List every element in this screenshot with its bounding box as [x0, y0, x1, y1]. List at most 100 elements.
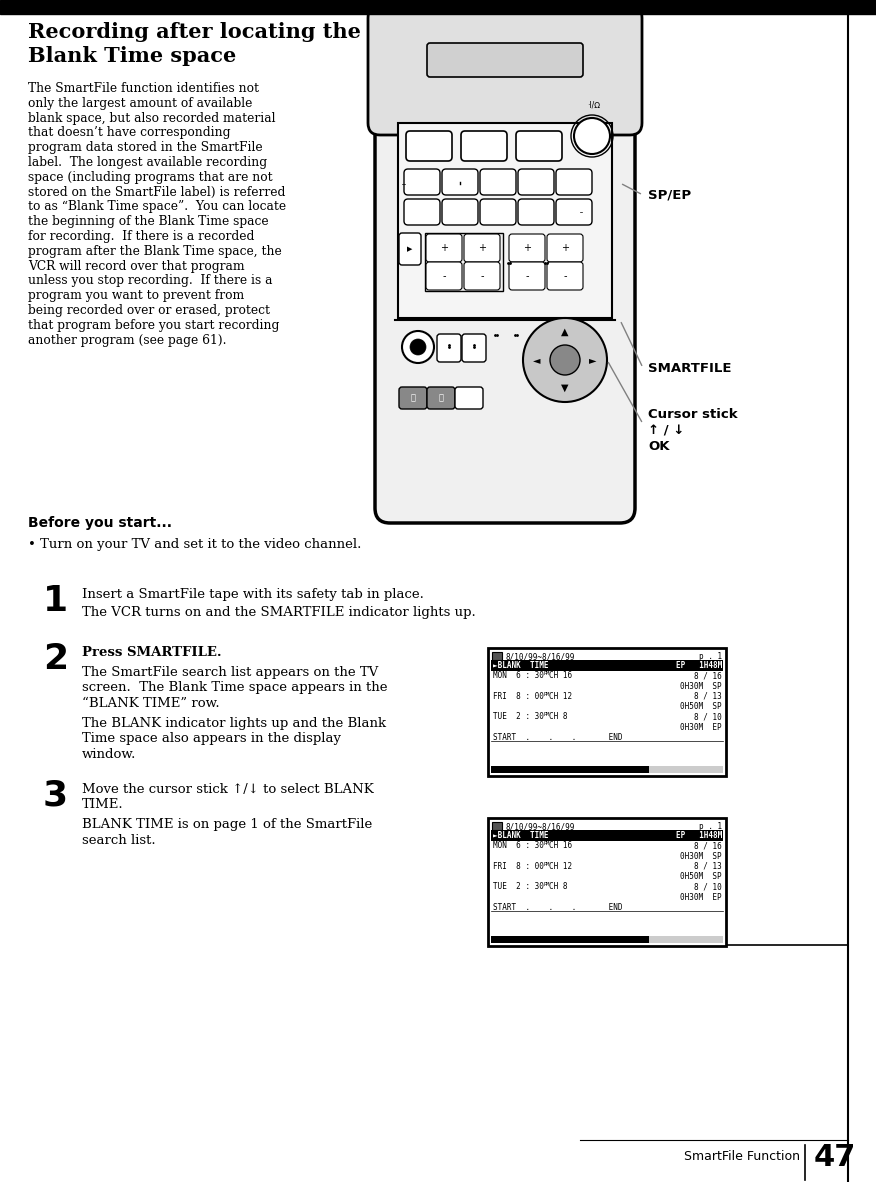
- Bar: [649, 936, 723, 943]
- Text: 8 / 13: 8 / 13: [695, 862, 722, 871]
- Text: 2: 2: [43, 642, 68, 676]
- Text: PM: PM: [543, 862, 549, 866]
- Text: PM: PM: [543, 671, 549, 676]
- Text: 0H30M  EP: 0H30M EP: [681, 892, 722, 902]
- Text: ↑ / ↓: ↑ / ↓: [648, 424, 684, 437]
- FancyBboxPatch shape: [399, 387, 427, 409]
- Text: VCR will record over that program: VCR will record over that program: [28, 260, 244, 273]
- Text: FRI  8 : 00: FRI 8 : 00: [493, 862, 544, 871]
- Text: ⏮: ⏮: [411, 394, 415, 403]
- Text: The SmartFile search list appears on the TV: The SmartFile search list appears on the…: [82, 665, 378, 678]
- FancyBboxPatch shape: [406, 131, 452, 161]
- Text: ▼: ▼: [562, 383, 569, 392]
- Text: ◄: ◄: [533, 355, 540, 365]
- FancyBboxPatch shape: [461, 131, 507, 161]
- FancyBboxPatch shape: [547, 262, 583, 290]
- FancyBboxPatch shape: [426, 262, 462, 290]
- Text: PM: PM: [543, 691, 549, 697]
- FancyBboxPatch shape: [518, 169, 554, 195]
- Text: TIME.: TIME.: [82, 799, 124, 812]
- Text: window.: window.: [82, 747, 137, 760]
- Text: -: -: [480, 271, 484, 281]
- Text: continued: continued: [641, 926, 720, 939]
- Bar: [649, 766, 723, 773]
- Text: that program before you start recording: that program before you start recording: [28, 319, 279, 332]
- Text: Recording after locating the: Recording after locating the: [28, 22, 361, 43]
- Text: -: -: [442, 271, 446, 281]
- Text: +: +: [478, 243, 486, 253]
- Bar: [492, 652, 502, 660]
- Text: +: +: [561, 243, 569, 253]
- FancyBboxPatch shape: [464, 234, 500, 262]
- Text: Cursor stick: Cursor stick: [648, 408, 738, 421]
- Text: screen.  The Blank Time space appears in the: screen. The Blank Time space appears in …: [82, 682, 387, 695]
- Text: 47: 47: [814, 1143, 856, 1173]
- FancyBboxPatch shape: [509, 262, 545, 290]
- FancyBboxPatch shape: [426, 234, 462, 262]
- FancyBboxPatch shape: [404, 169, 440, 195]
- Bar: [491, 661, 723, 671]
- Bar: [491, 830, 723, 842]
- Text: label.  The longest available recording: label. The longest available recording: [28, 156, 267, 169]
- FancyBboxPatch shape: [516, 131, 562, 161]
- Text: MON  6 : 30: MON 6 : 30: [493, 842, 544, 851]
- Text: The BLANK indicator lights up and the Blank: The BLANK indicator lights up and the Bl…: [82, 716, 386, 729]
- Text: ·I/Ω: ·I/Ω: [587, 100, 600, 109]
- Text: The VCR turns on and the SMARTFILE indicator lights up.: The VCR turns on and the SMARTFILE indic…: [82, 606, 476, 619]
- Text: search list.: search list.: [82, 833, 156, 846]
- FancyBboxPatch shape: [462, 335, 486, 362]
- Text: 8 / 16: 8 / 16: [695, 671, 722, 681]
- Text: blank space, but also recorded material: blank space, but also recorded material: [28, 111, 275, 124]
- Text: CH 12: CH 12: [549, 691, 572, 701]
- Text: START  .    .    .       END: START . . . END: [493, 903, 623, 913]
- Text: Press SMARTFILE.: Press SMARTFILE.: [82, 647, 222, 660]
- Bar: [398, 123, 612, 318]
- Text: TUE  2 : 30: TUE 2 : 30: [493, 883, 544, 891]
- Text: stored on the SmartFile label) is referred: stored on the SmartFile label) is referr…: [28, 186, 286, 199]
- Text: 8/10/99~8/16/99: 8/10/99~8/16/99: [505, 652, 575, 661]
- Text: -: -: [526, 271, 529, 281]
- Text: ▶: ▶: [407, 246, 413, 252]
- Text: 8 / 10: 8 / 10: [695, 713, 722, 721]
- Text: TUE  2 : 30: TUE 2 : 30: [493, 713, 544, 721]
- Text: Time space also appears in the display: Time space also appears in the display: [82, 732, 341, 745]
- FancyBboxPatch shape: [442, 169, 478, 195]
- Text: program after the Blank Time space, the: program after the Blank Time space, the: [28, 245, 282, 258]
- Text: Before you start...: Before you start...: [28, 517, 172, 530]
- FancyBboxPatch shape: [547, 234, 583, 262]
- Text: Insert a SmartFile tape with its safety tab in place.: Insert a SmartFile tape with its safety …: [82, 587, 424, 600]
- FancyBboxPatch shape: [437, 335, 461, 362]
- Text: 8/10/99~8/16/99: 8/10/99~8/16/99: [505, 821, 575, 831]
- FancyBboxPatch shape: [442, 199, 478, 225]
- Text: SmartFile Function: SmartFile Function: [684, 1150, 800, 1163]
- Text: 1: 1: [43, 584, 68, 618]
- Text: space (including programs that are not: space (including programs that are not: [28, 171, 272, 183]
- Text: BLANK TIME is on page 1 of the SmartFile: BLANK TIME is on page 1 of the SmartFile: [82, 818, 372, 831]
- Text: 0H30M  SP: 0H30M SP: [681, 682, 722, 690]
- Text: the beginning of the Blank Time space: the beginning of the Blank Time space: [28, 215, 269, 228]
- FancyBboxPatch shape: [480, 199, 516, 225]
- Text: 0H30M  SP: 0H30M SP: [681, 852, 722, 860]
- Text: for recording.  If there is a recorded: for recording. If there is a recorded: [28, 230, 254, 243]
- Text: program data stored in the SmartFile: program data stored in the SmartFile: [28, 141, 263, 154]
- Text: ⏭: ⏭: [439, 394, 443, 403]
- Text: that doesn’t have corresponding: that doesn’t have corresponding: [28, 126, 230, 139]
- FancyBboxPatch shape: [455, 387, 483, 409]
- Text: CH 12: CH 12: [549, 862, 572, 871]
- Text: to as “Blank Time space”.  You can locate: to as “Blank Time space”. You can locate: [28, 201, 286, 214]
- Text: • Turn on your TV and set it to the video channel.: • Turn on your TV and set it to the vide…: [28, 538, 362, 551]
- Text: PM: PM: [543, 713, 549, 717]
- FancyBboxPatch shape: [480, 169, 516, 195]
- Text: “BLANK TIME” row.: “BLANK TIME” row.: [82, 697, 220, 710]
- FancyBboxPatch shape: [509, 234, 545, 262]
- Text: unless you stop recording.  If there is a: unless you stop recording. If there is a: [28, 274, 272, 287]
- Bar: [492, 821, 502, 830]
- Text: ►BLANK  TIME: ►BLANK TIME: [493, 661, 548, 670]
- Text: p . 1: p . 1: [699, 821, 722, 831]
- FancyBboxPatch shape: [464, 262, 500, 290]
- Bar: [491, 766, 649, 773]
- FancyBboxPatch shape: [404, 199, 440, 225]
- Bar: [488, 648, 726, 777]
- FancyBboxPatch shape: [556, 169, 592, 195]
- Text: FRI  8 : 00: FRI 8 : 00: [493, 691, 544, 701]
